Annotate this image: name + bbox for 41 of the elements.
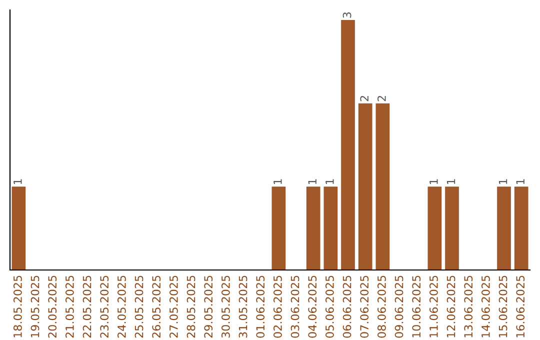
x-tick-label: 01.06.2025	[256, 276, 265, 338]
x-tick-label: 05.06.2025	[325, 276, 334, 338]
x-tick-label: 08.06.2025	[377, 276, 386, 338]
x-tick-label: 19.05.2025	[30, 276, 40, 338]
data-label: 2	[360, 96, 368, 102]
x-tick-label: 13.06.2025	[464, 276, 473, 338]
x-tick-label: 25.05.2025	[134, 276, 144, 338]
data-label: 3	[342, 12, 352, 18]
x-tick-label: 02.06.2025	[273, 276, 282, 338]
x-tick-label: 30.05.2025	[221, 276, 230, 338]
data-label: 1	[516, 179, 524, 184]
x-tick-label: 12.06.2025	[446, 276, 456, 338]
x-tick-label: 16.06.2025	[516, 276, 525, 338]
x-tick-label: 26.05.2025	[152, 276, 161, 338]
data-label: 2	[377, 96, 386, 102]
data-label: 1	[430, 179, 438, 184]
x-tick-label: 10.06.2025	[412, 276, 421, 338]
x-tick-label: 23.05.2025	[100, 276, 109, 338]
data-label: 1	[308, 179, 316, 184]
x-tick-label: 27.05.2025	[169, 276, 178, 338]
x-tick-label: 06.06.2025	[342, 276, 352, 338]
x-tick-label: 20.05.2025	[48, 276, 57, 338]
x-tick-label: 14.06.2025	[481, 276, 490, 338]
data-label: 1	[446, 179, 456, 184]
x-tick-label: 21.05.2025	[65, 276, 74, 338]
x-tick-label: 11.06.2025	[429, 276, 438, 338]
data-label: 1	[274, 179, 282, 184]
x-tick-label: 04.06.2025	[308, 276, 317, 338]
x-tick-label: 28.05.2025	[186, 276, 196, 338]
x-tick-label: 24.05.2025	[117, 276, 126, 338]
data-label: 1	[326, 179, 334, 184]
x-tick-label: 03.06.2025	[290, 276, 300, 338]
x-tick-label: 09.06.2025	[394, 276, 404, 338]
x-tick-label: 07.06.2025	[360, 276, 369, 338]
x-tick-label: 22.05.2025	[82, 276, 92, 338]
data-label: 1	[498, 179, 508, 184]
x-tick-label: 29.05.2025	[204, 276, 213, 338]
x-tick-label: 15.06.2025	[498, 276, 508, 338]
x-tick-label: 31.05.2025	[238, 276, 248, 338]
data-label: 1	[14, 179, 22, 184]
x-tick-label: 18.05.2025	[13, 276, 22, 338]
